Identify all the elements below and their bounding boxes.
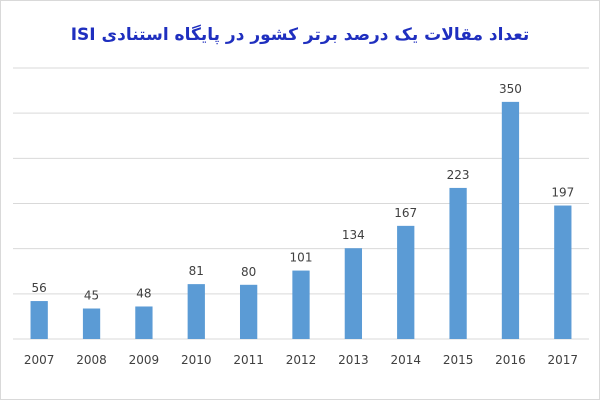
data-label-2008: 45	[84, 289, 99, 303]
x-tick-label-2011: 2011	[233, 353, 264, 367]
data-label-2014: 167	[394, 206, 417, 220]
x-tick-label-2007: 2007	[24, 353, 55, 367]
bar-2016	[501, 101, 520, 339]
bar-2010	[187, 284, 205, 339]
x-tick-label-2008: 2008	[76, 353, 107, 367]
data-label-2015: 223	[447, 168, 470, 182]
data-labels: 56 45 48 81 80 101 134 167 223 350 197	[32, 82, 575, 303]
x-tick-label-2016: 2016	[495, 353, 526, 367]
x-tick-label-2010: 2010	[181, 353, 212, 367]
x-tick-label-2012: 2012	[286, 353, 317, 367]
x-tick-label-2009: 2009	[129, 353, 160, 367]
x-axis-tick-labels: 2007 2008 2009 2010 2011 2012 2013 2014 2015 2016…	[24, 353, 578, 367]
bar-2012	[292, 270, 310, 339]
x-tick-label-2015: 2015	[443, 353, 474, 367]
bar-2009	[135, 306, 153, 339]
data-label-2010: 81	[189, 264, 204, 278]
bar-2017	[554, 205, 572, 339]
gridlines	[13, 67, 589, 340]
bars	[30, 101, 572, 339]
bar-2008	[82, 308, 101, 339]
bar-2007	[30, 301, 48, 339]
x-tick-label-2017: 2017	[548, 353, 579, 367]
data-label-2016: 350	[499, 82, 522, 96]
data-label-2012: 101	[290, 251, 313, 265]
data-label-2017: 197	[551, 186, 574, 200]
data-label-2013: 134	[342, 228, 365, 242]
x-tick-label-2013: 2013	[338, 353, 369, 367]
x-tick-label-2014: 2014	[390, 353, 421, 367]
data-label-2009: 48	[136, 286, 151, 300]
chart-title: تعداد مقالات یک درصد برتر کشور در پایگاه…	[70, 25, 530, 45]
bar-2011	[239, 284, 258, 339]
bar-2014	[397, 225, 415, 339]
bar-2013	[344, 248, 363, 339]
data-label-2011: 80	[241, 265, 256, 279]
data-label-2007: 56	[32, 281, 47, 295]
bar-2015	[449, 187, 467, 339]
